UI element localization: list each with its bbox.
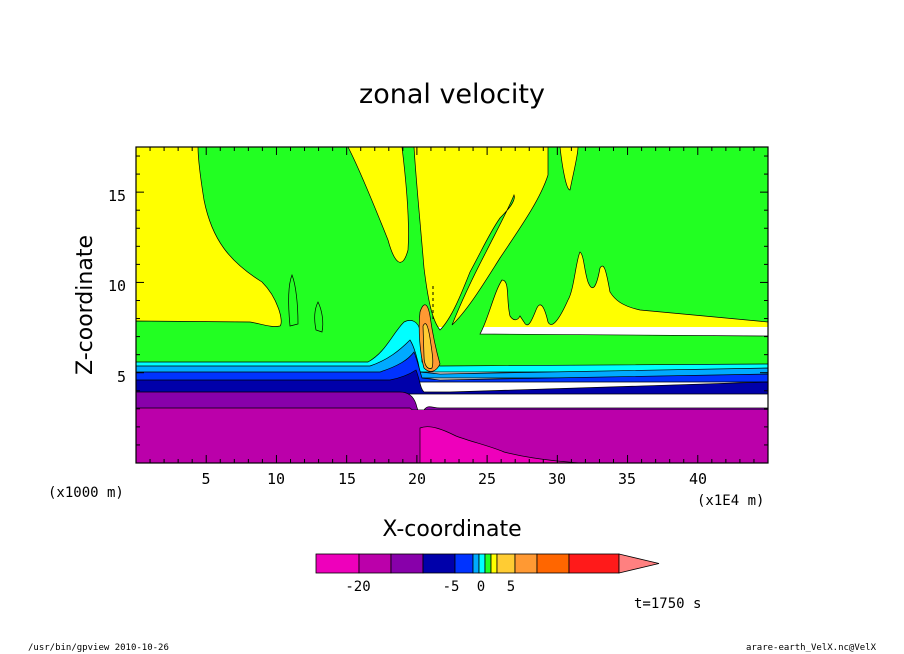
y-tick-label: 10 bbox=[108, 277, 126, 295]
colorbar-segment bbox=[484, 553, 492, 574]
x-unit-label: (x1000 m) bbox=[48, 485, 124, 501]
x-scale-label: (x1E4 m) bbox=[697, 493, 764, 509]
contour-region-bright-magenta bbox=[419, 426, 581, 463]
y-tick-labels: 5 10 15 bbox=[108, 187, 126, 386]
plot-frame bbox=[135, 146, 769, 464]
colorbar-segment bbox=[478, 553, 486, 574]
axis-ticks bbox=[136, 147, 768, 463]
colorbar-segment bbox=[422, 553, 456, 574]
y-axis-label: Z-coordinate bbox=[73, 235, 98, 375]
colorbar-tick-label: 5 bbox=[507, 579, 515, 595]
y-tick-label: 5 bbox=[117, 368, 126, 386]
colorbar bbox=[315, 553, 660, 574]
x-tick-label: 40 bbox=[689, 470, 707, 488]
contour-region-blue bbox=[136, 351, 768, 383]
footer-left: /usr/bin/gpview 2010-10-26 bbox=[28, 643, 169, 653]
colorbar-tick-labels: -20 -5 0 5 bbox=[345, 579, 515, 595]
colorbar-segment bbox=[315, 553, 360, 574]
colorbar-segment bbox=[490, 553, 498, 574]
contour-plume-2 bbox=[314, 301, 324, 333]
footer-right: arare-earth_VelX.nc@VelX bbox=[746, 643, 877, 653]
x-tick-labels: 5 10 15 20 25 30 35 40 bbox=[201, 470, 707, 488]
colorbar-segment bbox=[390, 553, 424, 574]
colorbar-segment bbox=[496, 553, 516, 574]
x-axis-label: X-coordinate bbox=[382, 517, 521, 542]
contour-region-lightblue bbox=[136, 339, 768, 379]
colorbar-segment bbox=[514, 553, 538, 574]
colorbar-segment bbox=[536, 553, 570, 574]
x-tick-label: 25 bbox=[478, 470, 496, 488]
y-tick-label: 15 bbox=[108, 187, 126, 205]
chart-title: zonal velocity bbox=[359, 79, 545, 110]
time-label: t=1750 s bbox=[634, 596, 701, 612]
colorbar-tick-label: 0 bbox=[477, 579, 485, 595]
colorbar-extend-arrow bbox=[618, 553, 660, 574]
contour-region-light-orange bbox=[422, 323, 434, 369]
contour-plot bbox=[135, 146, 769, 464]
colorbar-segment bbox=[358, 553, 392, 574]
contour-region-darkblue bbox=[136, 369, 768, 395]
colorbar-tick-label: -20 bbox=[345, 579, 370, 595]
colorbar-segment bbox=[472, 553, 480, 574]
x-tick-label: 35 bbox=[618, 470, 636, 488]
x-tick-label: 15 bbox=[338, 470, 356, 488]
x-tick-label: 20 bbox=[408, 470, 426, 488]
x-tick-label: 10 bbox=[267, 470, 285, 488]
colorbar-segment bbox=[454, 553, 474, 574]
colorbar-segment bbox=[568, 553, 620, 574]
x-tick-label: 30 bbox=[548, 470, 566, 488]
contour-plume-1 bbox=[288, 274, 299, 327]
colorbar-tick-label: -5 bbox=[443, 579, 460, 595]
x-tick-label: 5 bbox=[201, 470, 210, 488]
